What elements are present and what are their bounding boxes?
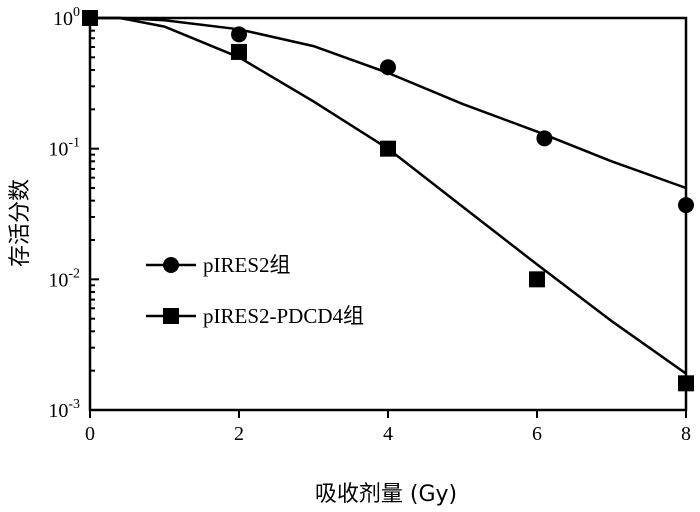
plot-frame bbox=[88, 16, 688, 412]
x-tick-label: 6 bbox=[532, 423, 542, 445]
x-tick-label: 4 bbox=[383, 423, 393, 445]
x-axis-title: 吸收剂量 (Gy) bbox=[315, 482, 457, 507]
legend-circle-marker bbox=[163, 257, 179, 273]
square-point bbox=[231, 43, 247, 60]
y-axis-title: 存活分数 bbox=[8, 179, 33, 267]
data-points bbox=[82, 10, 694, 392]
y-tick-label: 10-3 bbox=[48, 397, 80, 422]
legend-square-marker bbox=[163, 308, 179, 324]
square-point bbox=[678, 375, 694, 392]
legend-label: pIRES2组 bbox=[203, 253, 291, 277]
square-point bbox=[529, 271, 545, 288]
square-point bbox=[82, 10, 98, 26]
y-tick-label: 10-2 bbox=[48, 266, 80, 291]
fit-lines bbox=[90, 16, 687, 375]
circle-point bbox=[536, 130, 553, 147]
y-tick-label: 10-1 bbox=[48, 136, 80, 161]
square-point bbox=[380, 140, 396, 157]
axes: 0 2 4 6 8 100 10-1 10-2 10-3 bbox=[48, 5, 691, 445]
fit-line-pires2 bbox=[90, 16, 687, 190]
legend-label: pIRES2-PDCD4组 bbox=[203, 304, 364, 328]
x-tick-label: 0 bbox=[85, 423, 95, 445]
fit-line-pires2-pdcd4 bbox=[90, 16, 687, 375]
circle-point bbox=[231, 26, 247, 43]
y-tick-label: 100 bbox=[53, 5, 80, 30]
x-tick-label: 2 bbox=[234, 423, 244, 445]
x-tick-label: 8 bbox=[681, 423, 691, 445]
circle-point bbox=[380, 59, 396, 76]
legend: pIRES2组 pIRES2-PDCD4组 bbox=[146, 253, 364, 328]
circle-point bbox=[678, 197, 694, 214]
